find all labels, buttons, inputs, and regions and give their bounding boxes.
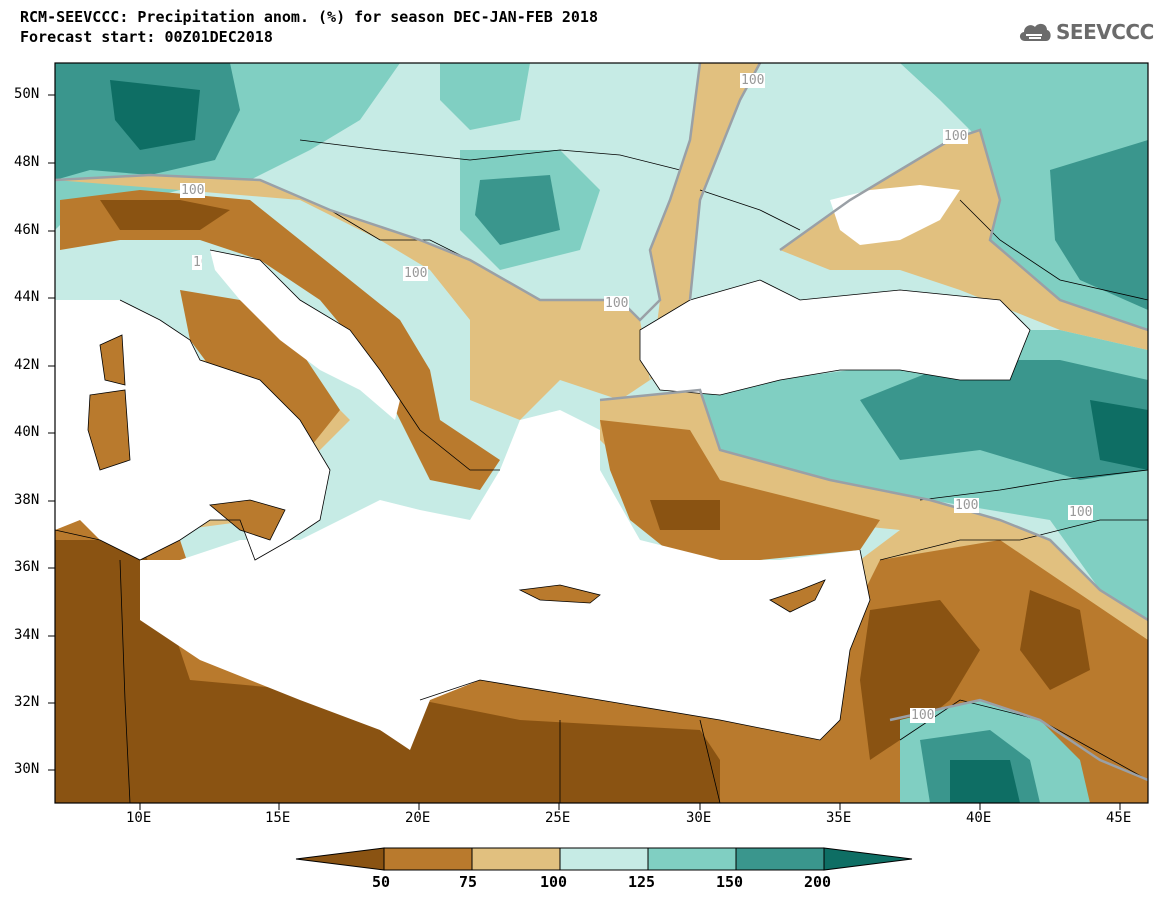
lat-label: 48N: [14, 154, 40, 170]
crete: [518, 584, 601, 604]
lat-label: 30N: [14, 761, 40, 777]
field-below-50-africa: [55, 540, 720, 803]
lon-label: 45E: [1106, 810, 1132, 826]
lat-label: 32N: [14, 694, 40, 710]
colorbar-label: 200: [804, 873, 832, 891]
lat-label: 34N: [14, 627, 40, 643]
map-title: RCM-SEEVCCC: Precipitation anom. (%) for…: [20, 8, 598, 26]
cyprus: [769, 579, 826, 613]
lat-label: 46N: [14, 222, 40, 238]
lon-label: 40E: [966, 810, 992, 826]
lon-label: 35E: [826, 810, 852, 826]
field-below-50-alps: [100, 200, 230, 230]
lat-label: 42N: [14, 357, 40, 373]
corsica: [99, 334, 126, 386]
field-150-200-carp: [475, 175, 560, 245]
field-150-200-ne: [1050, 140, 1148, 310]
colorbar-label: 75: [459, 873, 478, 891]
colorbar-swatch: [471, 847, 561, 871]
field-200-nw: [110, 80, 200, 150]
colorbar-swatch: [735, 847, 825, 871]
lon-label: 30E: [686, 810, 712, 826]
colorbar-label: 50: [372, 873, 391, 891]
field-below-50-iraq: [1020, 590, 1090, 690]
anomaly-field: [55, 63, 1148, 803]
lon-label: 25E: [545, 810, 571, 826]
colorbar-swatch: [295, 847, 385, 871]
lon-label: 20E: [405, 810, 431, 826]
field-below-50-turkey: [650, 500, 720, 530]
field-50-75-italy: [180, 290, 340, 460]
lat-label: 36N: [14, 559, 40, 575]
lat-label: 40N: [14, 424, 40, 440]
field-125-150-n: [440, 63, 530, 130]
colorbar-swatch: [823, 847, 913, 871]
colorbar-swatch: [383, 847, 473, 871]
axis-ticks: [48, 94, 1121, 810]
borders: [55, 139, 1148, 803]
contour-label: 100: [604, 296, 630, 311]
sardinia: [87, 389, 131, 471]
lon-label: 15E: [265, 810, 291, 826]
mediterranean-sea: [140, 410, 870, 750]
colorbar-label: 125: [628, 873, 656, 891]
lat-label: 38N: [14, 492, 40, 508]
contour-label: 100: [192, 255, 202, 270]
cloud-icon: [1019, 23, 1051, 41]
lat-label: 50N: [14, 86, 40, 102]
forecast-start-label: Forecast start: 00Z01DEC2018: [20, 28, 273, 46]
field-75-100-balkan: [55, 175, 650, 420]
contour-label: 100: [740, 73, 766, 88]
logo-text: SEEVCCC: [1056, 20, 1154, 44]
seevccc-logo: SEEVCCC: [1018, 20, 1154, 44]
adriatic-sea: [210, 250, 400, 420]
contour-label: 100: [954, 498, 980, 513]
field-150-200-east: [860, 360, 1148, 480]
field-75-100-moldova: [650, 63, 760, 380]
sicily: [209, 499, 286, 541]
colorbar-swatch: [647, 847, 737, 871]
contour-label: 100: [943, 129, 969, 144]
lat-label: 44N: [14, 289, 40, 305]
field-200-east: [1090, 400, 1148, 470]
field-50-75-adriatic: [60, 190, 500, 490]
field-200-arabia: [950, 760, 1020, 803]
black-sea: [640, 280, 1030, 395]
contour-label: 100: [180, 183, 206, 198]
lon-label: 10E: [126, 810, 152, 826]
colorbar-label: 150: [716, 873, 744, 891]
colorbar-swatch: [559, 847, 649, 871]
contour-label: 100: [1068, 505, 1094, 520]
field-75-100-crimea: [780, 130, 1148, 350]
contour-label: 100: [910, 708, 936, 723]
contour-label: 100: [403, 266, 429, 281]
sea-of-azov: [830, 185, 960, 245]
colorbar-label: 100: [540, 873, 568, 891]
